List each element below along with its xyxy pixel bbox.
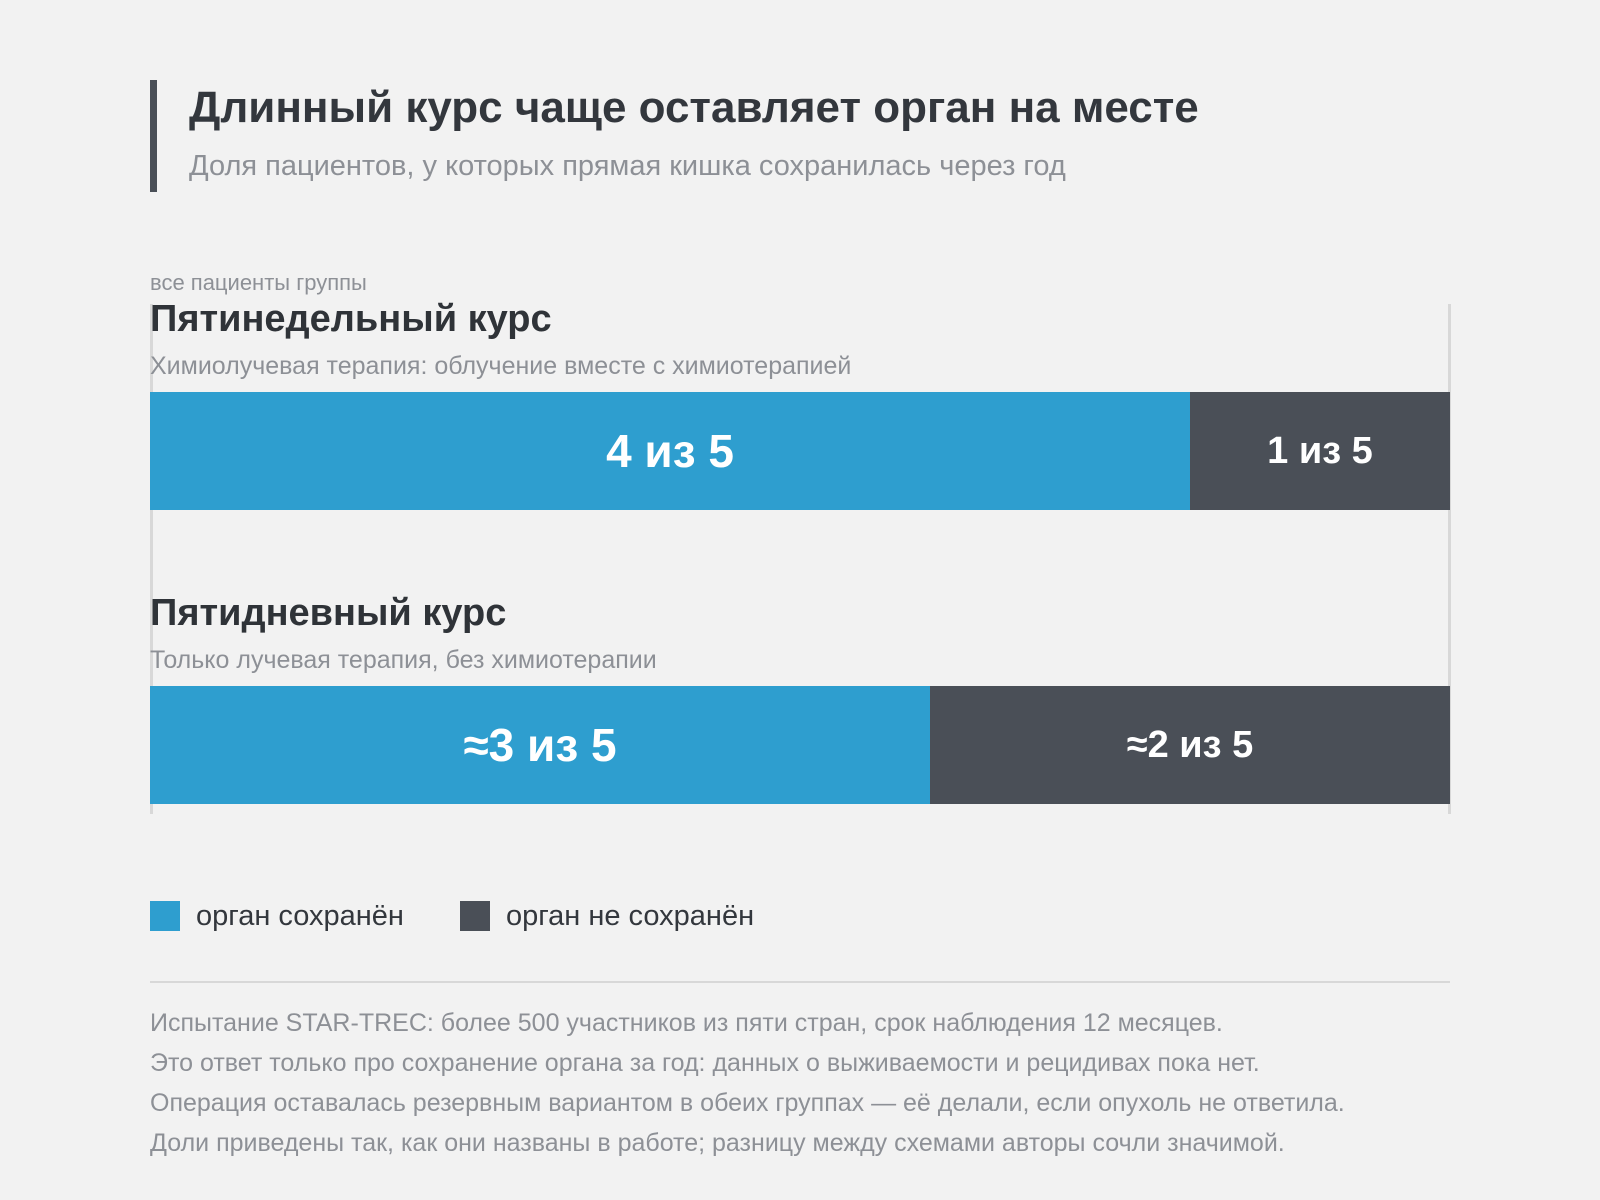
bar-group-title: Пятинедельный курс bbox=[150, 298, 552, 340]
axis-end-line bbox=[1448, 304, 1451, 814]
note-line: Операция оставалась резервным вариантом … bbox=[150, 1089, 1345, 1117]
bar-segment-kept: ≈3 из 5 bbox=[150, 686, 930, 804]
legend-label: орган не сохранён bbox=[505, 899, 755, 932]
note-line: Доли приведены так, как они названы в ра… bbox=[150, 1129, 1285, 1157]
note-line: Это ответ только про сохранение органа з… bbox=[150, 1049, 1260, 1077]
stacked-bar-chart: все пациенты группы Пятинедельный курс Х… bbox=[150, 270, 1451, 850]
chart-legend: орган сохранён орган не сохранён bbox=[150, 898, 810, 934]
bar-group-description: Только лучевая терапия, без химиотерапии bbox=[150, 646, 657, 674]
bar-data-label: 4 из 5 bbox=[606, 425, 734, 477]
bar-group-description: Химиолучевая терапия: облучение вместе с… bbox=[150, 352, 852, 380]
bar-data-label: ≈2 из 5 bbox=[1126, 723, 1254, 766]
bar-data-label: ≈3 из 5 bbox=[463, 719, 617, 771]
notes-divider bbox=[150, 981, 1450, 983]
axis-start-line bbox=[150, 304, 153, 814]
legend-label: орган сохранён bbox=[196, 899, 404, 932]
bar-data-label: 1 из 5 bbox=[1267, 429, 1373, 472]
legend-swatch-kept bbox=[150, 901, 180, 931]
chart-title: Длинный курс чаще оставляет орган на мес… bbox=[189, 83, 1199, 132]
note-line: Испытание STAR-TREC: более 500 участнико… bbox=[150, 1009, 1223, 1037]
bar-group-title: Пятидневный курс bbox=[150, 592, 507, 634]
bar-segment-kept: 4 из 5 bbox=[150, 392, 1190, 510]
chart-header: Длинный курс чаще оставляет орган на мес… bbox=[150, 80, 1450, 192]
chart-notes: Испытание STAR-TREC: более 500 участнико… bbox=[150, 1003, 1450, 1163]
bar-segment-lost: ≈2 из 5 bbox=[930, 686, 1450, 804]
legend-swatch-lost bbox=[459, 901, 490, 931]
scale-label: все пациенты группы bbox=[150, 270, 367, 295]
legend-item-lost: орган не сохранён bbox=[459, 899, 755, 933]
legend-item-kept: орган сохранён bbox=[150, 900, 404, 933]
chart-subtitle: Доля пациентов, у которых прямая кишка с… bbox=[189, 150, 1066, 182]
bar-segment-lost: 1 из 5 bbox=[1190, 392, 1450, 510]
stacked-bar: ≈3 из 5 ≈2 из 5 bbox=[150, 686, 1450, 804]
stacked-bar: 4 из 5 1 из 5 bbox=[150, 392, 1450, 510]
